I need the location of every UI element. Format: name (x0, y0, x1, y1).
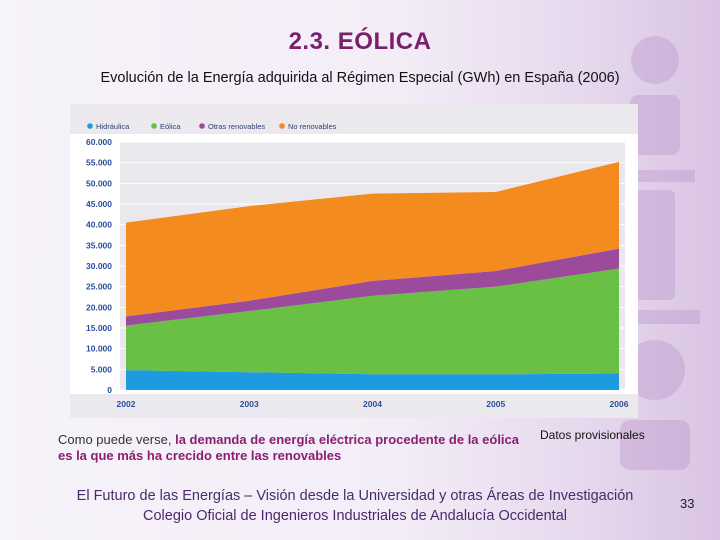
legend-label: No renovables (288, 122, 337, 131)
x-tick-label: 2002 (117, 399, 136, 409)
y-tick-label: 55.000 (86, 158, 112, 168)
legend-label: Otras renovables (208, 122, 265, 131)
legend-background (70, 104, 638, 134)
area-otras-renovables (126, 248, 619, 326)
y-tick-label: 45.000 (86, 199, 112, 209)
y-tick-label: 10.000 (86, 344, 112, 354)
area-eólica (126, 268, 619, 375)
y-tick-label: 35.000 (86, 240, 112, 250)
slide-title: 2.3. EÓLICA (288, 28, 432, 55)
provisional-data-note: Datos provisionales (540, 428, 645, 442)
y-tick-label: 50.000 (86, 178, 112, 188)
x-tick-label: 2006 (610, 399, 629, 409)
chart-panel: Hidráulica Eólica Otras renovables No renov… (70, 104, 638, 418)
x-tick-label: 2005 (486, 399, 505, 409)
footer: El Futuro de las Energías – Visión desde… (40, 486, 670, 526)
y-axis-ticks: 0 5.000 10.000 15.000 20.000 25.000 30.000 35.0… (86, 137, 112, 395)
area-no-renovables (126, 161, 619, 317)
legend-label: Eólica (160, 122, 181, 131)
y-tick-label: 5.000 (91, 364, 113, 374)
x-axis-band (70, 394, 638, 418)
commentary-intro: Como puede verse, (58, 432, 176, 447)
stacked-area-chart: Hidráulica Eólica Otras renovables No renov… (70, 104, 638, 418)
x-tick-label: 2004 (363, 399, 382, 409)
y-tick-label: 25.000 (86, 282, 112, 292)
legend-marker (87, 123, 93, 129)
y-tick-label: 40.000 (86, 220, 112, 230)
page-number: 33 (680, 496, 695, 511)
legend-marker (279, 123, 285, 129)
y-tick-label: 15.000 (86, 323, 112, 333)
commentary-highlight: la demanda de energía eléctrica proceden… (58, 432, 520, 463)
legend: Hidráulica Eólica Otras renovables No renov… (87, 122, 337, 131)
area-hidráulica (126, 370, 619, 390)
chart-subtitle: Evolución de la Energía adquirida al Rég… (100, 70, 620, 86)
x-axis-ticks: 2002 2003 2004 2005 2006 (117, 399, 629, 409)
y-tick-label: 0 (107, 385, 112, 395)
area-series (126, 161, 619, 390)
watermark-crest-decoration (610, 36, 700, 470)
legend-label: Hidráulica (96, 122, 130, 131)
chart-commentary: Como puede verse, la demanda de energía … (58, 432, 528, 464)
y-tick-label: 30.000 (86, 261, 112, 271)
footer-line-1: El Futuro de las Energías – Visión desde… (76, 488, 634, 504)
footer-line-2: Colegio Oficial de Ingenieros Industrial… (143, 508, 567, 524)
x-tick-label: 2003 (240, 399, 259, 409)
legend-marker (151, 123, 157, 129)
y-tick-label: 60.000 (86, 137, 112, 147)
legend-marker (199, 123, 205, 129)
y-tick-label: 20.000 (86, 302, 112, 312)
